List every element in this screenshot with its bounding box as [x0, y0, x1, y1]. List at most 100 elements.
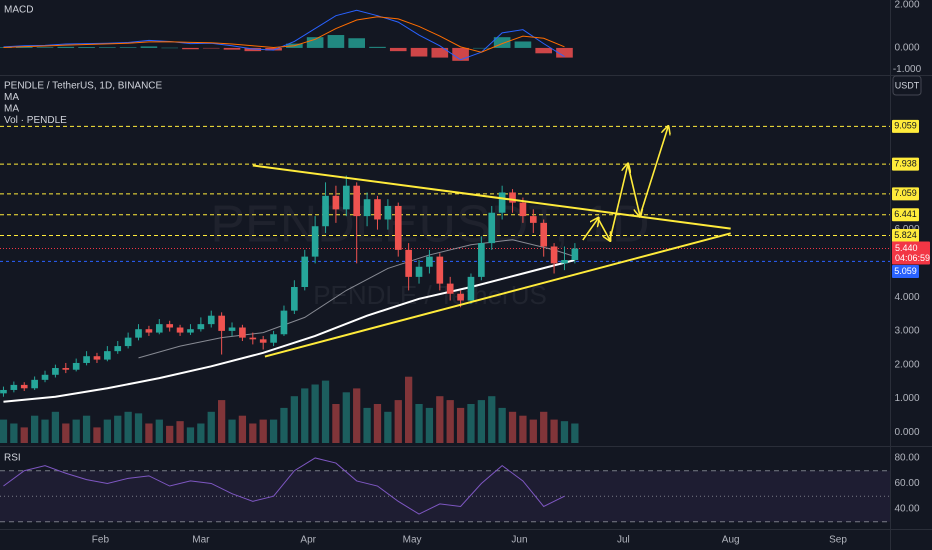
candle-body	[540, 222, 548, 247]
currency-button[interactable]	[892, 75, 922, 96]
volume-bar	[197, 423, 205, 443]
candle-body	[166, 324, 174, 328]
volume-bar	[456, 407, 465, 443]
volume-bar	[259, 419, 267, 443]
candle-body	[249, 337, 257, 340]
volume-bar	[62, 423, 70, 443]
x-tick-label: Jul	[617, 535, 630, 546]
rsi-tick-label: 40.00	[894, 504, 919, 515]
candle-body	[405, 249, 412, 277]
volume-bar	[0, 419, 8, 443]
volume-bar	[332, 404, 340, 443]
candle-body	[218, 315, 225, 331]
candle-body	[374, 199, 381, 220]
candle-body	[187, 329, 194, 333]
level-label-box	[892, 187, 919, 201]
candle-body	[155, 324, 163, 333]
candle-body	[176, 327, 184, 333]
candle-body	[363, 199, 371, 217]
volume-bar	[186, 427, 195, 443]
macd-histogram	[119, 47, 137, 48]
candle-body	[332, 195, 340, 210]
candle-body	[145, 329, 153, 333]
rsi-pane	[0, 457, 890, 523]
macd-histogram	[265, 47, 282, 51]
last-price-label: 5.440	[895, 243, 918, 253]
macd-histogram	[182, 47, 199, 50]
volume-bar	[425, 407, 434, 443]
volume-bar	[508, 411, 517, 443]
candle-body	[426, 256, 433, 267]
volume-bar	[30, 415, 39, 443]
macd-histogram	[556, 47, 573, 58]
volume-bar	[166, 425, 174, 443]
projection-arrow	[627, 164, 640, 215]
macd-histogram	[78, 47, 95, 48]
x-tick-label: Apr	[300, 535, 316, 546]
candle-body	[467, 276, 475, 301]
macd-tick-label: 0.000	[894, 43, 919, 54]
macd-histogram	[535, 47, 553, 54]
volume-bar	[207, 411, 215, 443]
signal-line	[3, 16, 565, 53]
projection-arrow	[639, 127, 668, 217]
volume-bar	[519, 415, 527, 443]
candle-body	[457, 293, 464, 301]
level-label-box	[892, 119, 919, 133]
volume-bar	[405, 376, 413, 443]
volume-bar	[82, 415, 91, 443]
volume-bar	[176, 421, 184, 443]
marker-price-label: 5.059	[894, 266, 917, 276]
currency-label[interactable]: USDT	[895, 80, 920, 90]
candle-body	[31, 379, 38, 389]
candle-body	[561, 259, 568, 264]
macd-histogram	[99, 47, 116, 48]
candle-body	[10, 384, 18, 390]
candle-body	[114, 346, 122, 352]
volume-bar	[311, 384, 319, 443]
candle-body	[529, 216, 537, 223]
macd-histogram	[202, 47, 220, 49]
candle-body	[342, 185, 350, 210]
marker-price-box	[892, 265, 919, 279]
volume-bar	[321, 380, 330, 443]
candle-body	[20, 384, 28, 389]
volume-bar	[114, 415, 122, 443]
candle-body	[259, 339, 267, 343]
price-pane: PENDLEUSDT, 1D PENDLE / TetherUS	[0, 126, 890, 443]
candle-body	[291, 287, 298, 311]
candle-body	[478, 243, 485, 277]
volume-bar	[103, 419, 111, 443]
candle-body	[519, 202, 527, 217]
candle-body	[197, 324, 205, 330]
volume-bar	[301, 388, 309, 443]
volume-bar	[41, 419, 49, 443]
candle-body	[270, 334, 277, 343]
volume-bar	[550, 419, 558, 443]
projection-arrow	[597, 218, 610, 240]
volume-bar	[134, 413, 143, 443]
trendline	[252, 164, 731, 230]
volume-bar	[290, 396, 298, 443]
macd-histogram	[223, 47, 241, 50]
level-label: 5.824	[894, 230, 917, 240]
candle-body	[62, 368, 70, 370]
volume-bar	[353, 388, 361, 443]
macd-histogram	[327, 35, 345, 48]
macd-histogram	[36, 47, 54, 48]
candle-body	[104, 351, 111, 360]
volume-bar	[540, 411, 548, 443]
macd-histogram	[57, 46, 75, 48]
rsi-tick-label: 80.00	[894, 453, 919, 464]
x-tick-label: Sep	[829, 535, 847, 546]
candle-body	[41, 374, 49, 380]
candle-body	[550, 246, 558, 264]
candle-body	[93, 356, 101, 360]
volume-bar	[373, 404, 382, 443]
macd-histogram	[514, 41, 532, 48]
rsi-line	[3, 457, 565, 515]
candle-body	[446, 283, 454, 294]
macd-histogram	[452, 47, 469, 61]
level-label-box	[892, 157, 919, 171]
candle-body	[384, 205, 392, 220]
